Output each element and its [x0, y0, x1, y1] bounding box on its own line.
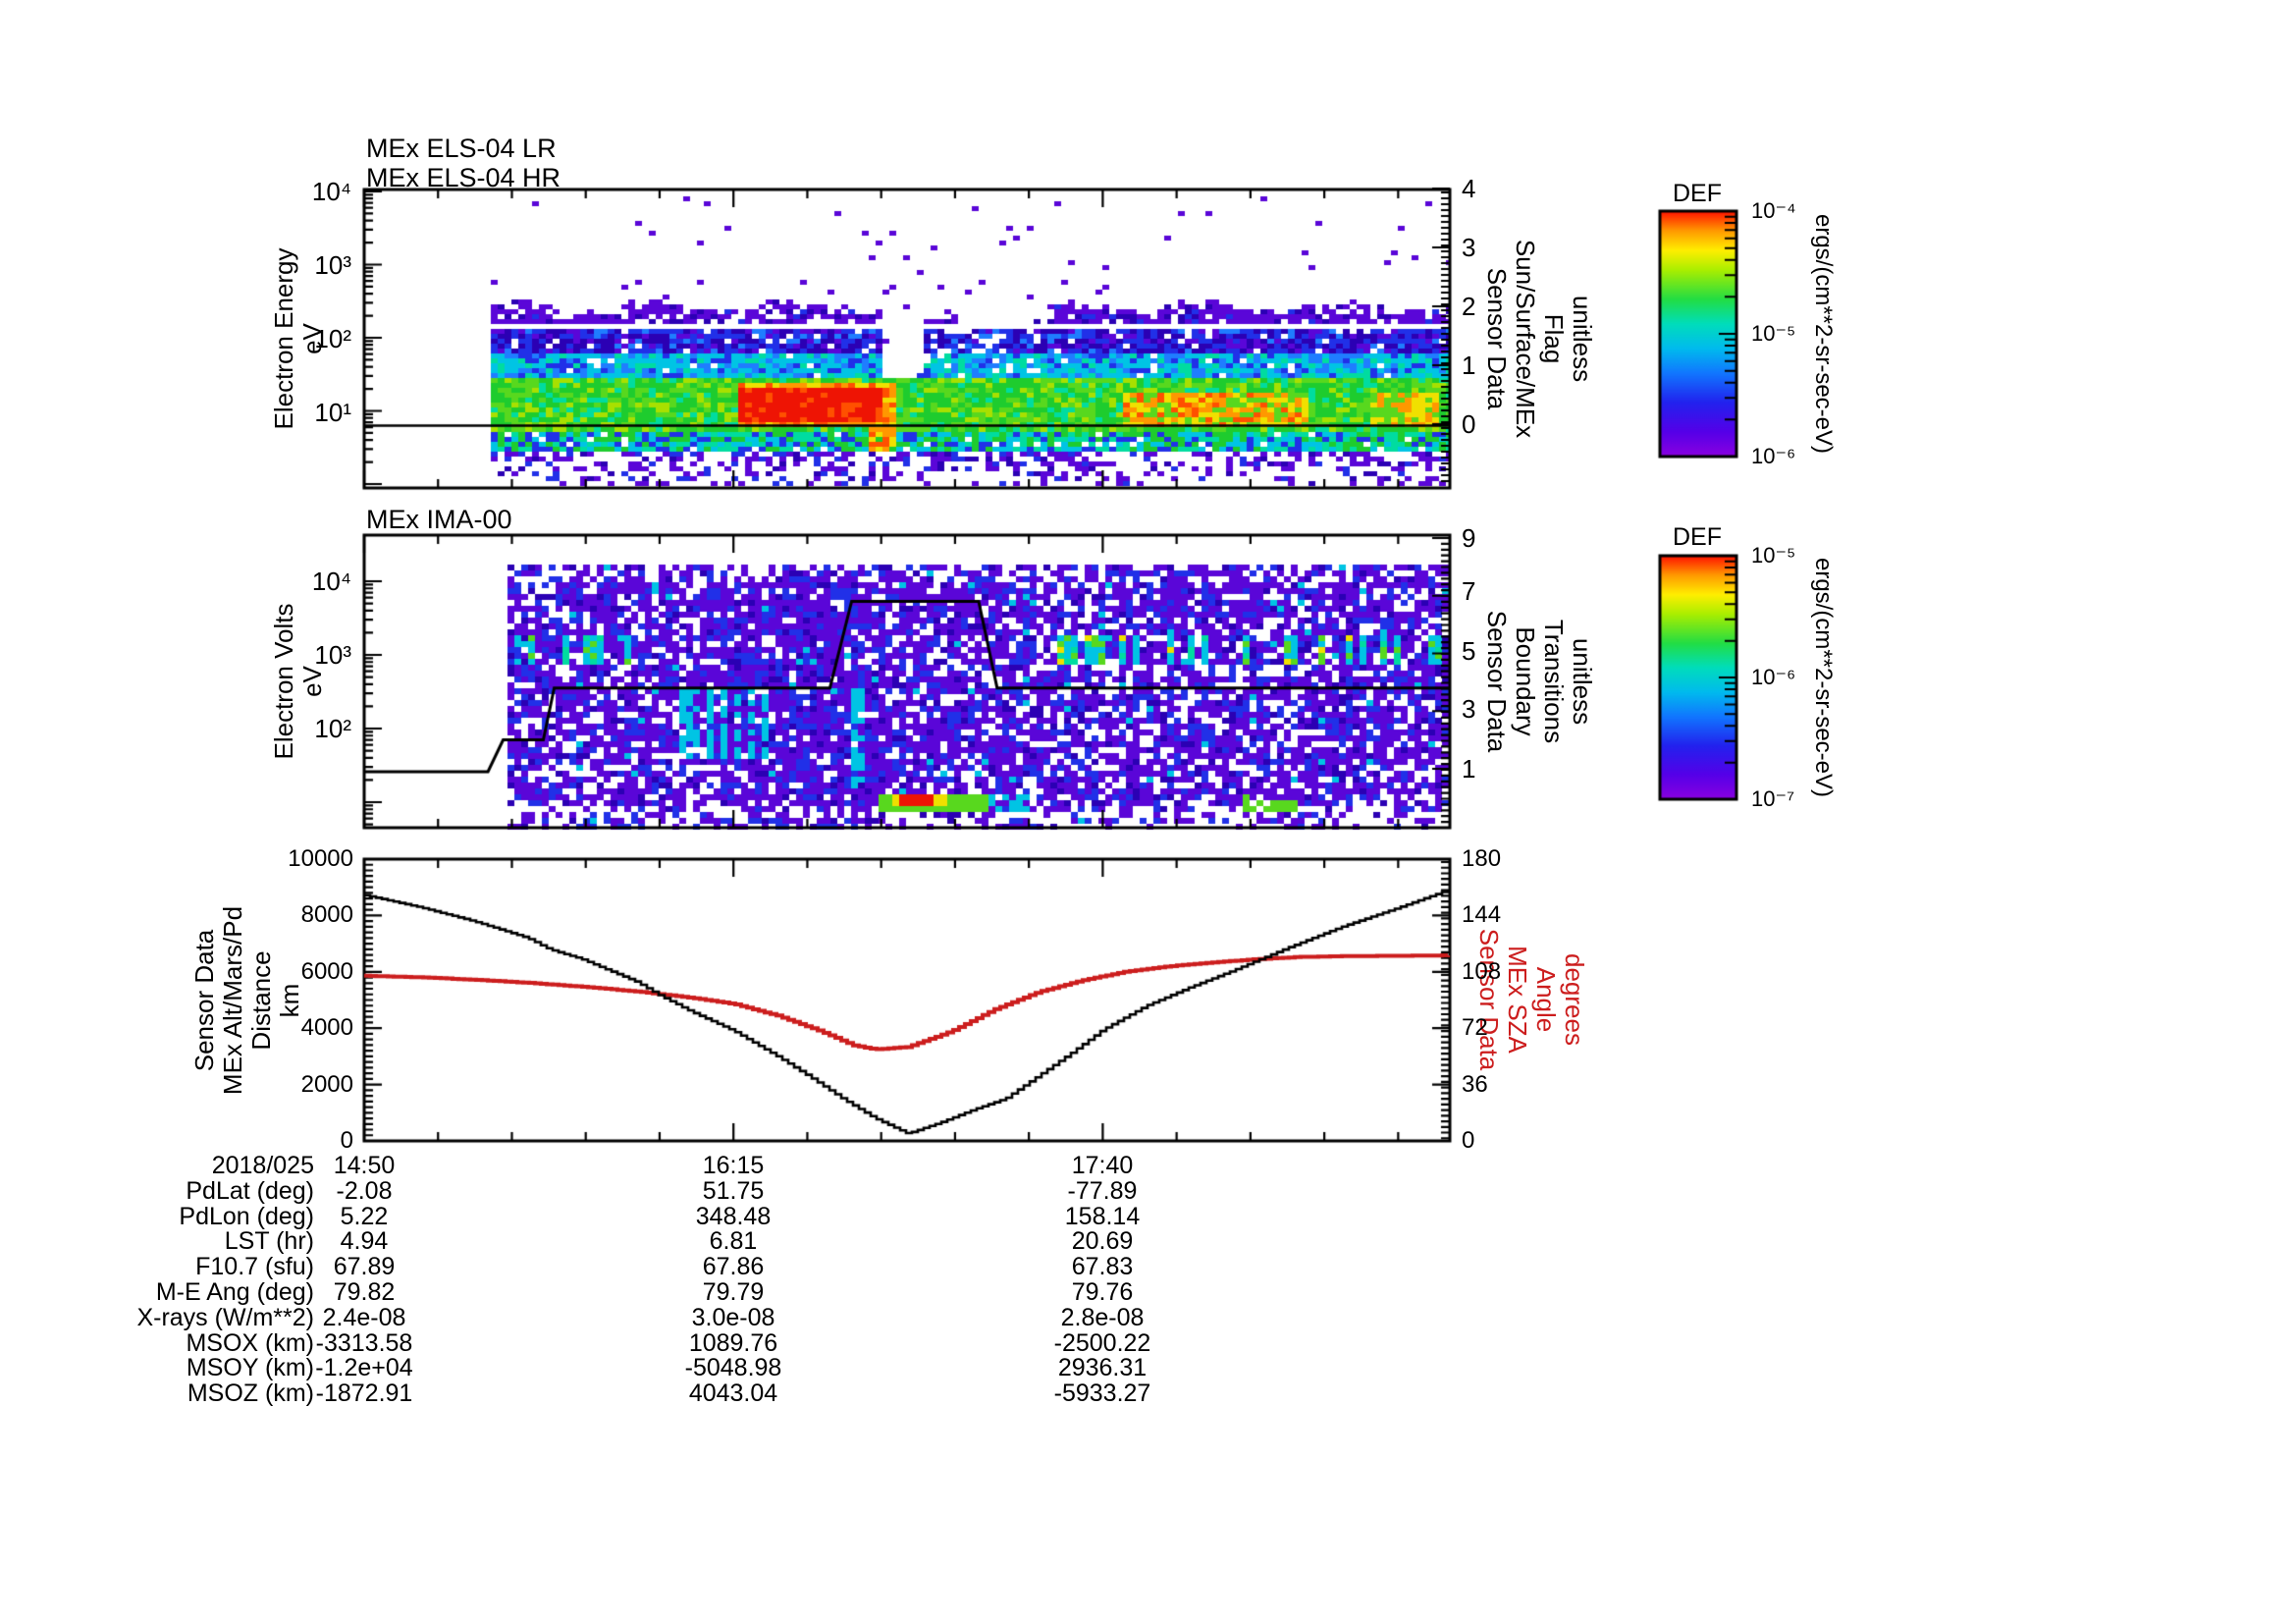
table-cell: 158.14: [1064, 1202, 1141, 1230]
alt-right-axis-title: degrees Angle MEx SZA Sensor Data: [1474, 754, 1589, 1245]
axis-tick-label: 10000: [288, 845, 353, 872]
table-cell: -5048.98: [684, 1354, 782, 1382]
axis-title-line: Angle: [1531, 966, 1561, 1033]
axis-tick-label: 0: [1462, 409, 1476, 439]
table-cell: 4.94: [340, 1227, 389, 1256]
axis-title-line: degrees: [1560, 953, 1589, 1046]
ima-title: MEx IMA-00: [366, 505, 512, 534]
table-cell: 3.0e-08: [691, 1303, 775, 1331]
table-row-label: PdLat (deg): [186, 1176, 314, 1205]
table-cell: 5.22: [340, 1202, 389, 1230]
axis-tick-label: 10⁴: [311, 177, 351, 206]
colorbar1-title: DEF: [1673, 180, 1722, 207]
colorbar2-units: ergs/(cm**2-sr-sec-eV): [1810, 383, 1838, 972]
axis-tick-label: 8000: [300, 901, 353, 928]
table-cell: 14:50: [333, 1152, 396, 1179]
table-cell: 51.75: [702, 1176, 765, 1205]
table-row-label: M-E Ang (deg): [155, 1278, 314, 1306]
axis-tick-label: 9: [1462, 523, 1476, 553]
table-cell: 16:15: [702, 1152, 765, 1179]
axis-title-line: MEx SZA: [1503, 946, 1532, 1054]
table-cell: 17:40: [1071, 1152, 1134, 1179]
table-cell: 2.8e-08: [1060, 1303, 1145, 1331]
table-row-label: X-rays (W/m**2): [136, 1303, 314, 1331]
table-cell: 67.86: [702, 1253, 765, 1281]
axis-tick-label: 144: [1462, 901, 1502, 928]
table-row-label: LST (hr): [224, 1227, 314, 1256]
table-cell: 67.89: [333, 1253, 396, 1281]
axis-tick-label: 7: [1462, 576, 1476, 606]
axis-tick-label: 108: [1462, 958, 1502, 985]
table-cell: -3313.58: [315, 1328, 413, 1357]
table-cell: -1.2e+04: [315, 1354, 413, 1382]
table-cell: -1872.91: [315, 1380, 413, 1408]
axis-tick-label: 10⁴: [311, 567, 351, 596]
axis-tick-label: 4: [1462, 174, 1476, 203]
axis-tick-label: 10⁻⁷: [1751, 786, 1795, 811]
axis-tick-label: 10⁻⁴: [1751, 198, 1796, 223]
table-cell: -77.89: [1067, 1176, 1138, 1205]
table-cell: 2936.31: [1057, 1354, 1148, 1382]
table-cell: 4043.04: [688, 1380, 778, 1408]
table-cell: 2.4e-08: [322, 1303, 406, 1331]
table-cell: 79.79: [702, 1278, 765, 1306]
table-row-label: 2018/025: [211, 1152, 314, 1179]
axis-tick-label: 2: [1462, 292, 1476, 321]
axis-tick-label: 0: [1462, 1127, 1475, 1154]
axis-tick-label: 10²: [314, 324, 351, 353]
table-cell: 20.69: [1071, 1227, 1134, 1256]
colorbar2-title: DEF: [1673, 523, 1722, 551]
els-title-line1: MEx ELS-04 LR: [366, 134, 557, 163]
axis-tick-label: 0: [340, 1127, 353, 1154]
axis-tick-label: 10³: [314, 640, 351, 670]
axis-tick-label: 10⁻⁶: [1751, 444, 1796, 468]
axis-tick-label: 72: [1462, 1014, 1488, 1041]
units-text: ergs/(cm**2-sr-sec-eV): [1810, 557, 1837, 798]
table-cell: 348.48: [695, 1202, 772, 1230]
axis-tick-label: 36: [1462, 1071, 1488, 1098]
table-cell: -2500.22: [1053, 1328, 1151, 1357]
axis-title-line: Sensor Data: [1474, 928, 1504, 1071]
axis-tick-label: 1: [1462, 754, 1476, 784]
axis-tick-label: 10⁻⁵: [1751, 321, 1796, 346]
axis-tick-label: 4000: [300, 1014, 353, 1041]
table-cell: 67.83: [1071, 1253, 1134, 1281]
table-cell: 79.82: [333, 1278, 396, 1306]
axis-tick-label: 6000: [300, 958, 353, 985]
axis-tick-label: 3: [1462, 233, 1476, 262]
table-cell: 6.81: [709, 1227, 758, 1256]
table-row-label: MSOY (km): [186, 1354, 314, 1382]
axis-tick-label: 10¹: [314, 398, 351, 427]
axis-tick-label: 10²: [314, 714, 351, 743]
axis-tick-label: 2000: [300, 1071, 353, 1098]
axis-tick-label: 10⁻⁶: [1751, 665, 1796, 689]
table-cell: -5933.27: [1053, 1380, 1151, 1408]
table-row-label: F10.7 (sfu): [195, 1253, 314, 1281]
axis-tick-label: 1: [1462, 351, 1476, 380]
table-row-label: MSOX (km): [186, 1328, 314, 1357]
axis-tick-label: 10⁻⁵: [1751, 543, 1796, 568]
table-cell: -2.08: [336, 1176, 393, 1205]
table-cell: 1089.76: [688, 1328, 778, 1357]
table-row-label: PdLon (deg): [179, 1202, 314, 1230]
table-cell: 79.76: [1071, 1278, 1134, 1306]
els-title-line2: MEx ELS-04 HR: [366, 163, 561, 192]
axis-tick-label: 3: [1462, 694, 1476, 724]
axis-tick-label: 180: [1462, 845, 1502, 872]
axis-tick-label: 10³: [314, 250, 351, 280]
table-row-label: MSOZ (km): [187, 1380, 314, 1408]
axis-tick-label: 5: [1462, 636, 1476, 666]
